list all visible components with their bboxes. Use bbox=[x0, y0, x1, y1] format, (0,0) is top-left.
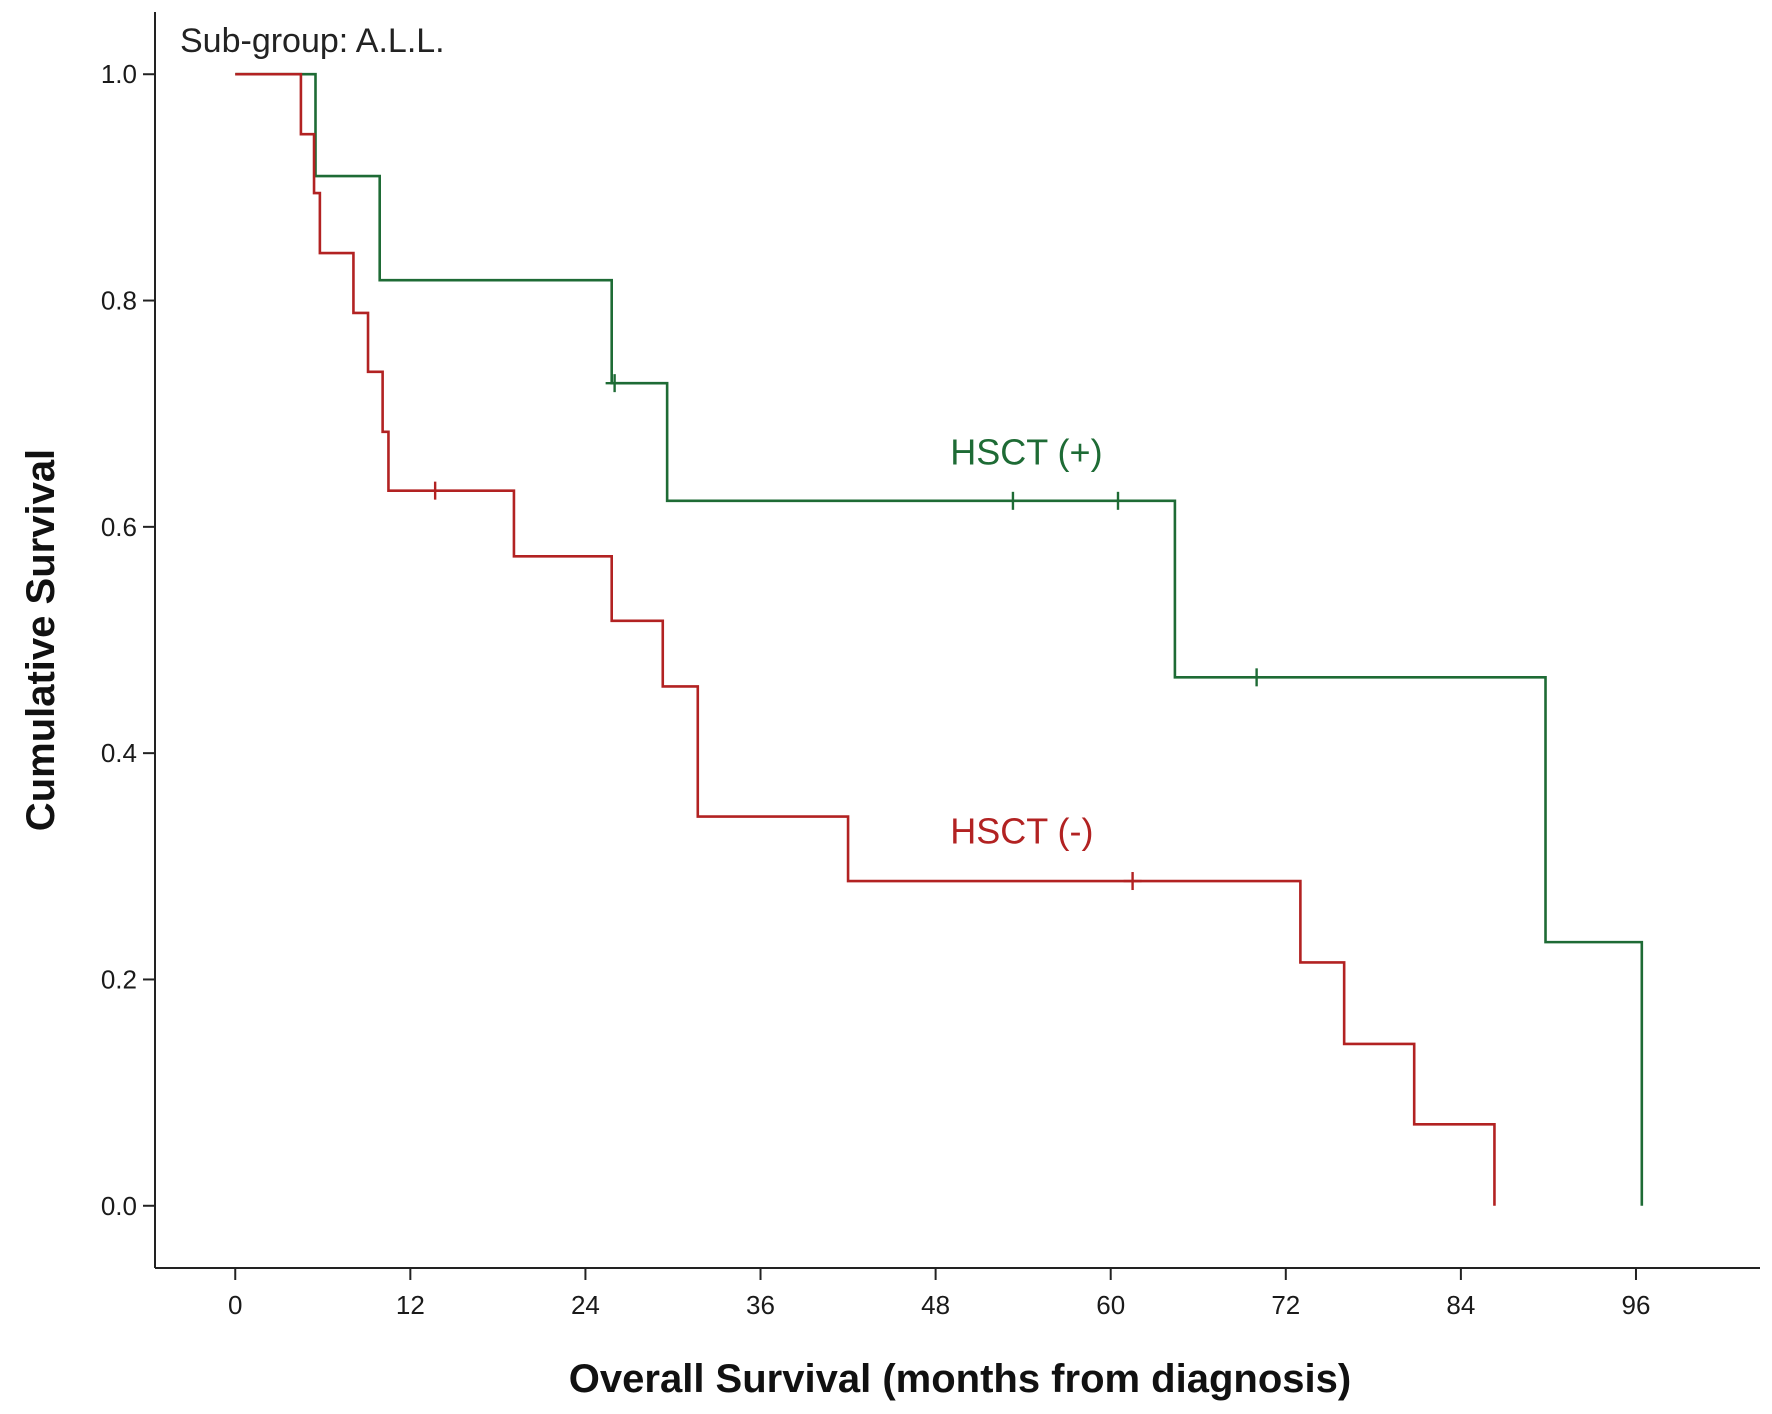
y-tick-label: 0.2 bbox=[101, 964, 137, 994]
axes: 0.0 0.2 0.4 0.6 0.8 1.0 0 12 24 36 48 60 72 84 96 bbox=[101, 12, 1760, 1320]
series-hsct-minus: HSCT (-) bbox=[235, 72, 1496, 1206]
x-tick-label: 24 bbox=[571, 1290, 600, 1320]
x-tick-label: 84 bbox=[1446, 1290, 1475, 1320]
x-axis-title: Overall Survival (months from diagnosis) bbox=[569, 1357, 1351, 1401]
series-hsct-plus: HSCT (+) bbox=[235, 72, 1644, 1206]
y-tick-label: 0.6 bbox=[101, 512, 137, 542]
x-tick-label: 12 bbox=[396, 1290, 425, 1320]
survival-curve bbox=[235, 72, 1644, 1206]
y-tick-label: 0.4 bbox=[101, 738, 137, 768]
chart-subtitle: Sub-group: A.L.L. bbox=[180, 22, 445, 60]
y-tick-label: 0.8 bbox=[101, 286, 137, 316]
y-tick-label: 0.0 bbox=[101, 1191, 137, 1221]
x-tick-label: 36 bbox=[746, 1290, 775, 1320]
series-label: HSCT (-) bbox=[950, 811, 1093, 852]
y-tick-label: 1.0 bbox=[101, 59, 137, 89]
x-tick-label: 48 bbox=[921, 1290, 950, 1320]
x-tick-label: 60 bbox=[1096, 1290, 1125, 1320]
x-tick-label: 0 bbox=[228, 1290, 242, 1320]
x-tick-label: 96 bbox=[1622, 1290, 1651, 1320]
y-axis-title: Cumulative Survival bbox=[19, 449, 63, 831]
series-label: HSCT (+) bbox=[950, 432, 1102, 473]
survival-curve bbox=[235, 72, 1496, 1206]
series-lines: HSCT (+) HSCT (-) bbox=[235, 72, 1644, 1206]
x-tick-label: 72 bbox=[1271, 1290, 1300, 1320]
